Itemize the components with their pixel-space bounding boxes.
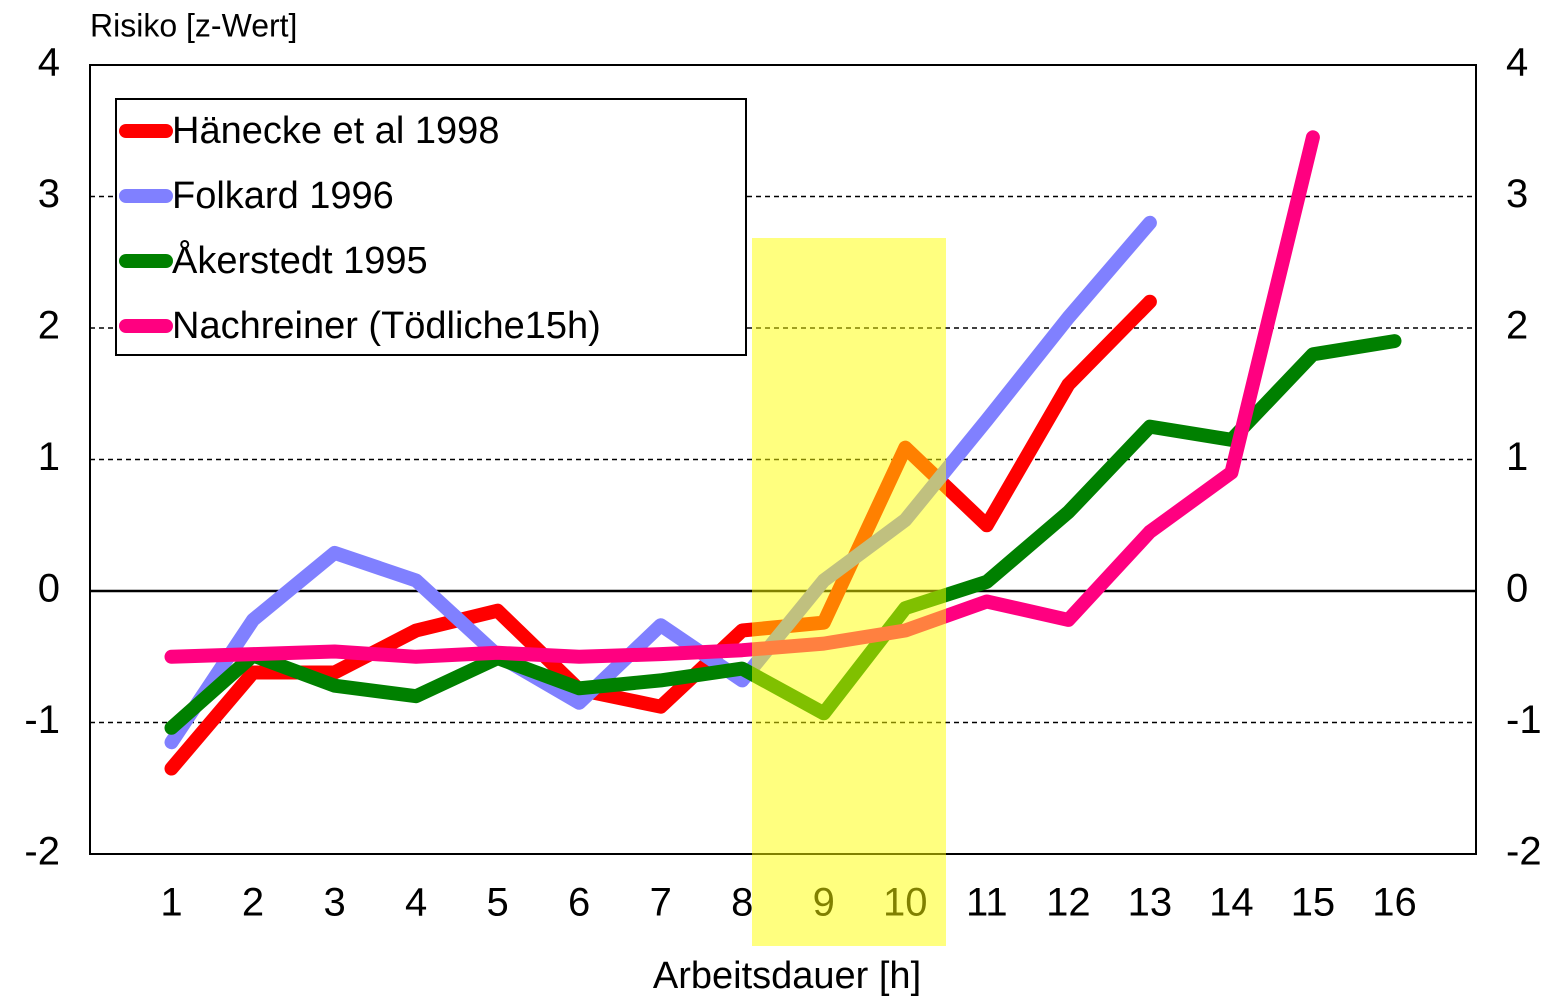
y-tick-label: 0	[38, 567, 60, 611]
legend-label: Åkerstedt 1995	[172, 238, 428, 282]
x-tick-label: 16	[1372, 881, 1417, 925]
series-line	[164, 130, 1320, 664]
y-tick-label: -1	[24, 698, 60, 742]
y2-tick-label: 3	[1506, 172, 1528, 216]
highlight-band	[752, 238, 946, 946]
legend-box	[115, 98, 747, 356]
legend: Hänecke et al 1998 Folkard 1996 Åkerstedt …	[115, 98, 747, 356]
series-line	[164, 294, 1157, 776]
x-tick-label: 3	[323, 881, 345, 925]
x-tick-label: 8	[731, 881, 753, 925]
y-axis-label: Risiko [z-Wert]	[90, 7, 297, 43]
x-tick-label: 15	[1291, 881, 1336, 925]
y-tick-label: 1	[38, 435, 60, 479]
x-tick-label: 11	[966, 881, 1008, 925]
legend-label: Folkard 1996	[172, 175, 394, 217]
x-axis-label: Arbeitsdauer [h]	[653, 955, 921, 997]
x-tick-label: 12	[1046, 881, 1091, 925]
series-line	[164, 215, 1157, 750]
y2-tick-label: 0	[1506, 567, 1528, 611]
x-tick-label: 5	[487, 881, 509, 925]
legend-label: Nachreiner (Tödliche15h)	[172, 305, 601, 347]
y2-tick-label: 4	[1506, 41, 1528, 85]
x-tick-label: 13	[1128, 881, 1173, 925]
y-tick-label: 4	[38, 41, 60, 85]
x-tick-label: 7	[650, 881, 672, 925]
y2-tick-label: -1	[1506, 698, 1542, 742]
x-tick-label: 6	[568, 881, 590, 925]
y-tick-label: 3	[38, 172, 60, 216]
y2-tick-label: 2	[1506, 304, 1528, 348]
x-tick-label: 4	[405, 881, 427, 925]
x-tick-label: 14	[1209, 881, 1254, 925]
x-tick-label: 2	[242, 881, 264, 925]
y2-tick-label: 1	[1506, 435, 1528, 479]
y2-tick-label: -2	[1506, 830, 1542, 874]
x-tick-label: 1	[160, 881, 182, 925]
y-tick-label: 2	[38, 304, 60, 348]
legend-label: Hänecke et al 1998	[172, 110, 499, 152]
y-tick-label: -2	[24, 830, 60, 874]
